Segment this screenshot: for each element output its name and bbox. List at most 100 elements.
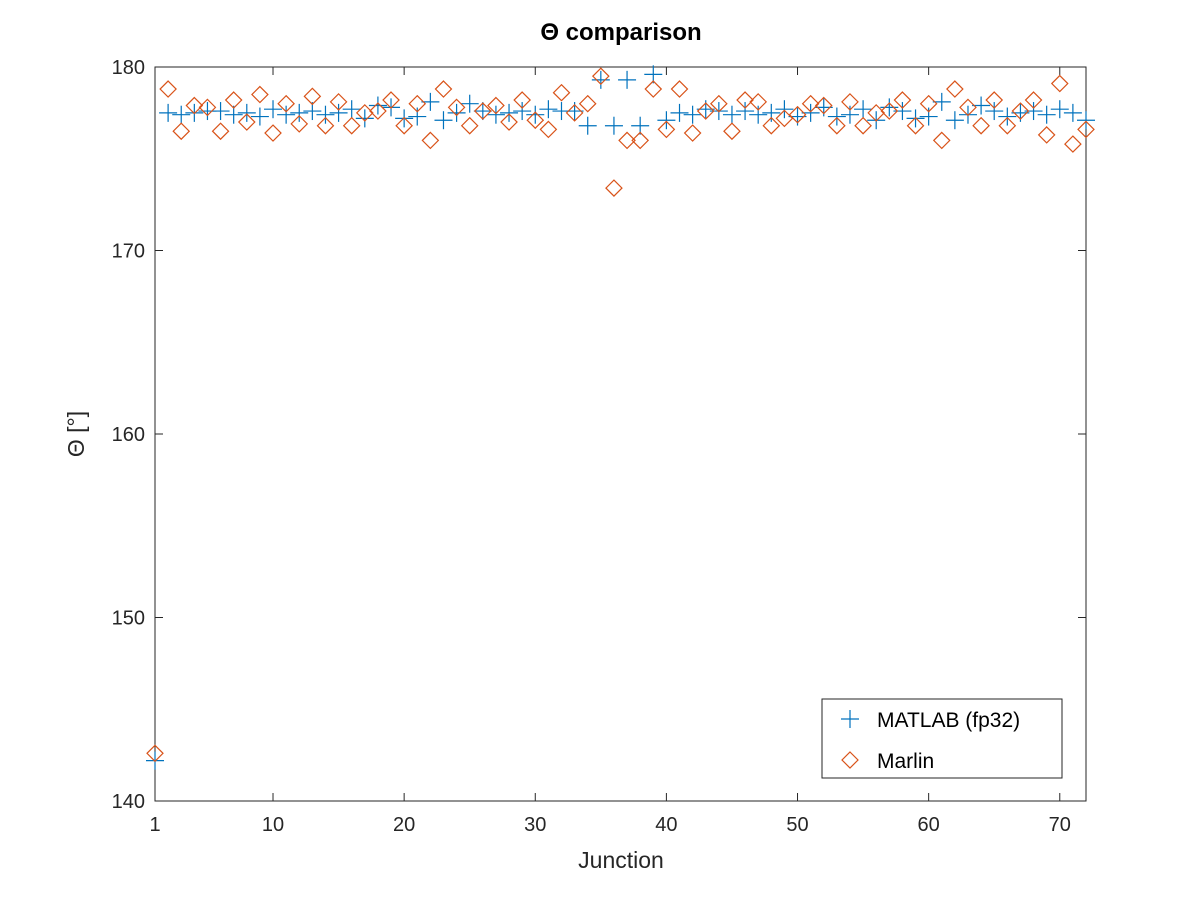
data-point-marlin [369, 102, 387, 120]
data-point-matlab [972, 96, 991, 115]
data-point-marlin [618, 131, 636, 150]
data-point-marlin [500, 113, 518, 131]
plot-area-frame [154, 66, 1087, 802]
data-point-marlin [460, 116, 479, 135]
data-point-marlin [211, 122, 230, 141]
data-point-matlab [657, 111, 676, 130]
data-point-marlin [316, 116, 335, 135]
data-point-marlin [893, 91, 912, 109]
data-point-marlin [159, 80, 177, 98]
data-point-marlin [1077, 120, 1095, 139]
x-tick-label: 1 [149, 814, 160, 836]
data-point-matlab [893, 102, 912, 121]
data-point-marlin [1037, 126, 1056, 144]
data-point-matlab [500, 103, 519, 122]
data-point-marlin [447, 98, 466, 117]
data-point-marlin [552, 83, 571, 102]
x-tick-label: 40 [655, 814, 677, 836]
data-point-marlin [749, 93, 768, 111]
x-axis-ticks: 1 10 20 30 40 50 60 70 [149, 67, 1071, 836]
data-point-marlin [919, 94, 938, 113]
data-point-marlin [972, 116, 990, 135]
data-point-marlin [513, 91, 532, 109]
data-point-matlab [342, 100, 361, 119]
data-point-matlab [932, 92, 951, 111]
data-point-marlin [395, 116, 413, 135]
data-point-marlin [814, 96, 833, 115]
x-tick-label: 10 [262, 814, 284, 836]
data-point-marlin [408, 94, 427, 113]
data-point-matlab [762, 103, 781, 122]
data-point-marlin [828, 116, 846, 135]
data-point-marlin [880, 102, 899, 120]
data-point-marlin [1064, 135, 1082, 153]
legend-marker-matlab [841, 710, 859, 728]
data-point-matlab [277, 105, 296, 124]
data-point-marlin [762, 116, 781, 135]
data-point-matlab [460, 94, 479, 113]
data-point-marlin [696, 102, 715, 120]
data-point-marlin [421, 131, 440, 150]
data-point-marlin [172, 122, 191, 141]
data-point-matlab [329, 103, 348, 122]
data-point-marlin [788, 105, 807, 124]
data-point-marlin [631, 131, 650, 150]
data-point-matlab [854, 100, 873, 119]
data-point-matlab [749, 105, 768, 124]
data-point-marlin [251, 85, 269, 104]
data-point-marlin [342, 116, 361, 135]
data-point-marlin [736, 91, 754, 109]
data-point-matlab [473, 102, 492, 121]
data-point-matlab [355, 109, 374, 128]
data-point-matlab [1050, 100, 1069, 119]
data-point-marlin [644, 80, 663, 98]
data-point-marlin [932, 131, 951, 150]
series-matlab [146, 65, 1095, 770]
x-axis-title: Junction [578, 847, 664, 873]
data-point-matlab [1024, 102, 1043, 121]
data-point-marlin [565, 104, 584, 122]
y-axis-title: Θ [°] [63, 411, 89, 457]
data-point-marlin [329, 93, 348, 111]
data-point-marlin [683, 124, 702, 142]
data-point-matlab [618, 70, 637, 89]
data-point-marlin [539, 120, 558, 139]
data-point-matlab [604, 116, 623, 135]
legend-label-marlin: Marlin [877, 750, 934, 773]
data-point-matlab [919, 107, 938, 126]
data-point-marlin [1024, 91, 1043, 109]
data-point-marlin [198, 98, 217, 117]
data-point-matlab [513, 102, 532, 121]
data-point-matlab [159, 103, 178, 122]
data-point-matlab [775, 100, 794, 119]
data-point-matlab [1037, 105, 1056, 124]
data-point-marlin [526, 111, 545, 130]
legend-diamond-marker [841, 751, 859, 769]
data-point-marlin [670, 80, 689, 98]
x-tick-label: 60 [918, 814, 940, 836]
data-point-marlin [657, 120, 676, 139]
y-tick-label: 150 [112, 608, 145, 630]
data-point-matlab [722, 105, 741, 124]
data-point-matlab [578, 116, 597, 135]
legend-marker-marlin [841, 751, 859, 769]
data-point-marlin [709, 94, 728, 113]
data-point-matlab [211, 102, 230, 121]
data-point-marlin [1011, 102, 1030, 120]
data-point-matlab [290, 103, 309, 122]
legend: MATLAB (fp32) Marlin [821, 698, 1063, 779]
y-tick-label: 160 [112, 424, 145, 446]
x-tick-label: 30 [524, 814, 546, 836]
legend-label-matlab: MATLAB (fp32) [877, 709, 1020, 732]
data-point-marlin [723, 122, 741, 141]
data-point-matlab [736, 102, 755, 121]
data-point-matlab [368, 96, 387, 115]
data-point-marlin [946, 80, 964, 98]
data-point-matlab [486, 105, 505, 124]
data-point-marlin [185, 96, 204, 115]
data-point-marlin [801, 94, 820, 113]
data-point-matlab [998, 107, 1017, 126]
x-tick-label: 50 [786, 814, 808, 836]
data-point-marlin [277, 94, 295, 113]
